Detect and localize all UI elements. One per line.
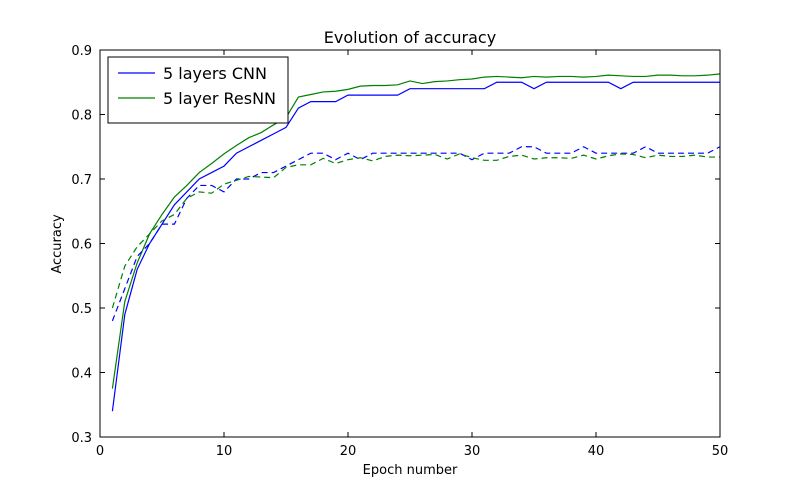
y-tick-label: 0.6 <box>71 238 92 253</box>
legend-entry: 5 layer ResNN <box>163 89 276 108</box>
y-tick-label: 0.4 <box>71 367 92 382</box>
series-line-solid-0 <box>111 81 720 412</box>
series-lines <box>111 73 721 412</box>
axis-ticks: 0 10 20 30 40 50 0.3 0.4 0.5 0.6 0.7 0.8 0.9 <box>71 44 728 459</box>
series-line-dashed-2 <box>111 146 721 322</box>
x-tick-label: 50 <box>712 444 729 459</box>
x-axis-label: Epoch number <box>363 463 458 478</box>
y-tick-label: 0.7 <box>71 173 92 188</box>
y-axis-label: Accuracy <box>50 214 65 274</box>
y-tick-label: 0.5 <box>71 302 92 317</box>
x-tick-label: 20 <box>340 444 357 459</box>
y-tick-label: 0.9 <box>71 44 92 59</box>
x-tick-label: 0 <box>96 444 104 459</box>
series-line-dashed-3 <box>111 153 720 309</box>
plot-frame <box>99 49 721 438</box>
y-tick-label: 0.3 <box>71 431 92 446</box>
series-line-solid-1 <box>111 73 721 389</box>
y-tick-label: 0.8 <box>71 109 92 124</box>
x-tick-label: 40 <box>588 444 605 459</box>
x-tick-label: 30 <box>464 444 481 459</box>
x-tick-label: 10 <box>216 444 233 459</box>
legend-box <box>107 56 289 124</box>
legend-entry: 5 layers CNN <box>163 64 267 83</box>
legend: 5 layers CNN 5 layer ResNN <box>107 56 289 124</box>
chart-title: Evolution of accuracy <box>324 28 496 47</box>
